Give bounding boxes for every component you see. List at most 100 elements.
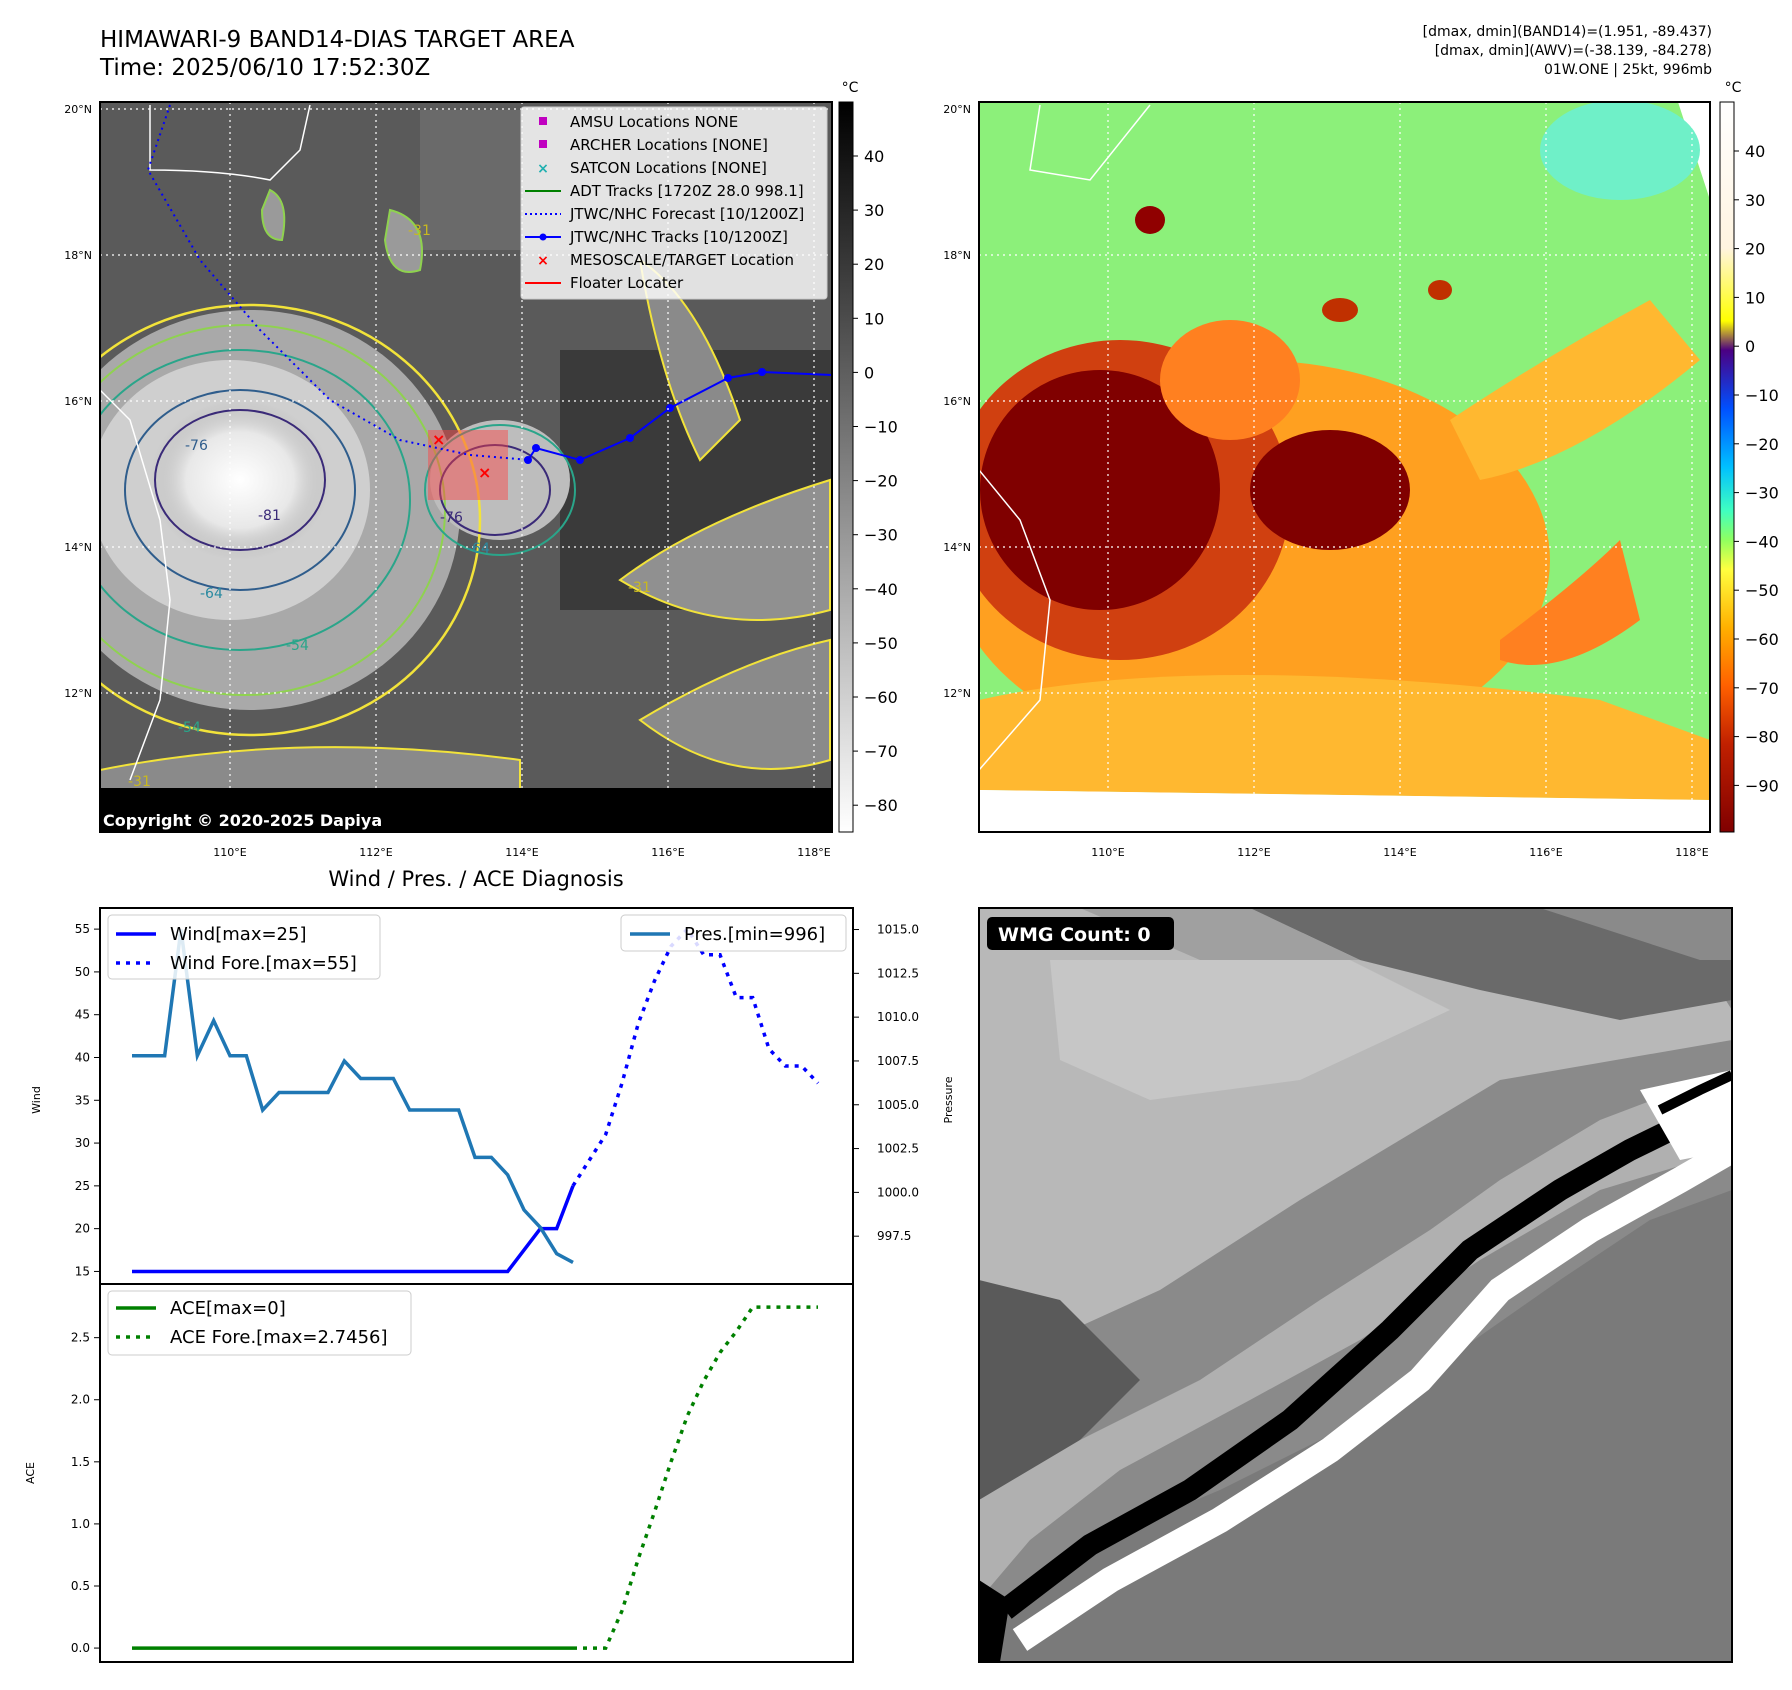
- legend-label: ADT Tracks [1720Z 28.0 998.1]: [570, 182, 804, 200]
- contour-label: -76: [185, 438, 208, 454]
- colorbar-tick-label: 20: [864, 255, 884, 274]
- legend-marker: [539, 117, 547, 125]
- contour-label: -76: [440, 510, 463, 526]
- contour-label: -54: [178, 720, 201, 736]
- colorbar-tick-label: −20: [864, 472, 898, 491]
- svg-text:18°N: 18°N: [943, 249, 971, 262]
- colorbar-tick-label: −70: [1745, 679, 1779, 698]
- wind-legend-box: [107, 914, 381, 980]
- colorbar-tick-label: −10: [864, 418, 898, 437]
- pressure-tick-label: 1002.5: [877, 1142, 919, 1156]
- wmg-panel: WMG Count: 0: [978, 907, 1733, 1663]
- awv-map-panel: [978, 101, 1711, 833]
- contour-label: -31: [628, 580, 651, 596]
- contour-label: -64: [200, 586, 223, 602]
- colorbar-tick-label: 40: [1745, 142, 1765, 161]
- colorbar-tick-label: −90: [1745, 776, 1779, 795]
- wind-tick-label: 15: [75, 1264, 90, 1278]
- colorbar-tick-label: −50: [864, 634, 898, 653]
- svg-text:12°N: 12°N: [64, 687, 92, 700]
- ace-tick-label: 2.0: [71, 1393, 90, 1407]
- legend-marker: [539, 233, 547, 241]
- svg-text:16°N: 16°N: [943, 395, 971, 408]
- colorbar-tick-label: −30: [864, 526, 898, 545]
- legend-label: Pres.[min=996]: [684, 924, 825, 945]
- colorbar-unit: °C: [1725, 80, 1742, 96]
- ir-map-panel: × ×: [99, 101, 833, 833]
- colorbar-tick-label: 30: [864, 201, 884, 220]
- svg-text:20°N: 20°N: [943, 103, 971, 116]
- colorbar-unit: °C: [842, 80, 859, 96]
- legend-label: Wind[max=25]: [170, 924, 307, 945]
- ir-lat-labels: 20°N 18°N 16°N 14°N 12°N: [64, 103, 92, 700]
- pressure-tick-label: 1012.5: [877, 966, 919, 980]
- legend-label: JTWC/NHC Forecast [10/1200Z]: [569, 205, 804, 223]
- colorbar-tick-label: −50: [1745, 581, 1779, 600]
- legend-label: JTWC/NHC Tracks [10/1200Z]: [569, 228, 788, 246]
- svg-text:110°E: 110°E: [1091, 846, 1124, 859]
- contour-label: -81: [258, 508, 281, 524]
- legend-label: ARCHER Locations [NONE]: [570, 136, 768, 154]
- svg-text:114°E: 114°E: [1383, 846, 1416, 859]
- legend-label: SATCON Locations [NONE]: [570, 159, 767, 177]
- wind-tick-label: 40: [75, 1050, 90, 1064]
- pressure-tick-label: 1007.5: [877, 1054, 919, 1068]
- svg-text:×: ×: [432, 430, 445, 449]
- series-line: [573, 1305, 818, 1650]
- gray-colorbar: °C 40 30 20 10 0 −10 −20 −30 −40 −50 −60 −70 −80: [838, 80, 898, 833]
- pressure-axis-label: Pressure: [942, 1076, 955, 1123]
- colorbar-tick-label: 20: [1745, 240, 1765, 259]
- legend-label: ACE[max=0]: [170, 1298, 286, 1319]
- ace-tick-label: 1.5: [71, 1455, 90, 1469]
- ace-chart: 0.0 0.5 1.0 1.5 2.0 2.5 ACE ACE[max=0] ACE For…: [24, 1283, 854, 1663]
- awv-lon-labels: 110°E 112°E 114°E 116°E 118°E: [1091, 846, 1708, 859]
- wind-tick-label: 55: [75, 922, 90, 936]
- colorbar-tick-label: −60: [1745, 630, 1779, 649]
- contour-labels: -31 -54 -64 -76 -81 -64 -31 -54 -76 -31: [128, 223, 651, 790]
- pressure-tick-label: 1000.0: [877, 1185, 919, 1199]
- legend-label: AMSU Locations NONE: [570, 113, 738, 131]
- awv-lat-labels: 20°N 18°N 16°N 14°N 12°N: [943, 103, 971, 700]
- legend-label: Wind Fore.[max=55]: [170, 953, 357, 974]
- copyright-text: Copyright © 2020-2025 Dapiya: [103, 811, 382, 830]
- colorbar-tick-label: 40: [864, 147, 884, 166]
- contour-label: -31: [408, 223, 431, 239]
- svg-text:14°N: 14°N: [943, 541, 971, 554]
- ace-tick-label: 0.0: [71, 1641, 90, 1655]
- colorbar-tick-label: 10: [1745, 288, 1765, 307]
- colorbar-tick-label: 0: [864, 363, 874, 382]
- wind-tick-label: 30: [75, 1136, 90, 1150]
- colorbar-tick-label: 10: [864, 309, 884, 328]
- svg-text:112°E: 112°E: [1237, 846, 1270, 859]
- svg-text:114°E: 114°E: [505, 846, 538, 859]
- wind-tick-label: 25: [75, 1179, 90, 1193]
- ace-tick-label: 2.5: [71, 1331, 90, 1345]
- legend-marker: [539, 140, 547, 148]
- contour-label: -54: [286, 638, 309, 654]
- info-dmax-awv: [dmax, dmin](AWV)=(-38.139, -84.278): [1434, 43, 1712, 59]
- wind-tick-label: 35: [75, 1093, 90, 1107]
- colorbar-tick-label: −40: [864, 580, 898, 599]
- pressure-legend-box: [620, 914, 847, 952]
- colorbar-tick-label: −20: [1745, 435, 1779, 454]
- colorbar-tick-label: 0: [1745, 337, 1755, 356]
- figure-title: HIMAWARI-9 BAND14-DIAS TARGET AREA: [100, 27, 575, 53]
- wind-tick-label: 20: [75, 1222, 90, 1236]
- legend-label: Floater Locater: [570, 274, 684, 292]
- map-legend: AMSU Locations NONE ARCHER Locations [NON…: [520, 106, 828, 300]
- figure-time: Time: 2025/06/10 17:52:30Z: [100, 55, 431, 81]
- ace-axis-label: ACE: [24, 1462, 37, 1484]
- info-dmax-band14: [dmax, dmin](BAND14)=(1.951, -89.437): [1422, 24, 1712, 40]
- wind-axis-label: Wind: [30, 1086, 43, 1114]
- legend-marker: ×: [537, 253, 549, 269]
- colorbar-tick-label: −10: [1745, 386, 1779, 405]
- pressure-tick-label: 1010.0: [877, 1010, 919, 1024]
- legend-marker: ×: [537, 161, 549, 177]
- info-storm: 01W.ONE | 25kt, 996mb: [1543, 62, 1712, 78]
- awv-colorbar: °C 40 30 20 10 0 −10 −20 −30 −40 −50 −60 −70 −80 −90: [1719, 80, 1779, 833]
- contour-label: -64: [467, 541, 490, 557]
- ace-tick-label: 1.0: [71, 1517, 90, 1531]
- pressure-tick-label: 997.5: [877, 1229, 911, 1243]
- legend-label: ACE Fore.[max=2.7456]: [170, 1327, 388, 1348]
